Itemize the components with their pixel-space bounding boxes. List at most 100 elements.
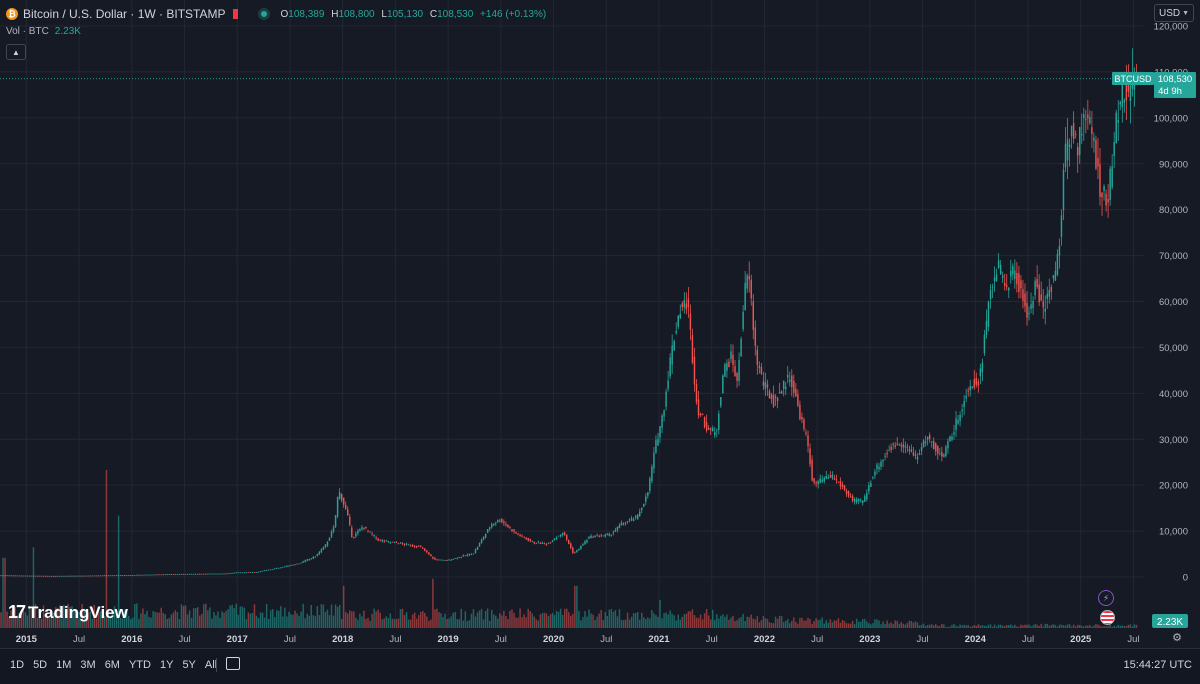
candle-body (344, 504, 347, 509)
range-all[interactable]: All (204, 659, 218, 671)
volume-bars (0, 470, 1138, 628)
volume-bar (971, 626, 973, 628)
volume-bar (774, 616, 777, 628)
volume-bar (294, 610, 296, 628)
volume-bar (365, 619, 367, 628)
volume-bar (726, 614, 728, 628)
volume-bar (624, 619, 627, 628)
volume-bar (353, 611, 355, 628)
candle-body (742, 311, 744, 330)
lightning-icon[interactable]: ⚡ (1098, 590, 1114, 606)
volume-bar (113, 606, 116, 628)
volume-bar (509, 610, 511, 628)
range-1y[interactable]: 1Y (159, 659, 174, 671)
volume-bar (495, 615, 497, 628)
volume-bar (417, 615, 420, 628)
volume-bar (91, 618, 93, 628)
volume-bar (107, 609, 110, 628)
volume-bar (367, 617, 369, 628)
candle-body (1117, 120, 1119, 123)
candle-body (801, 416, 803, 420)
candle-body (728, 361, 730, 368)
candle-body (36, 575, 39, 577)
volume-bar (458, 619, 460, 628)
candle-body (1003, 283, 1006, 286)
candle-body (568, 540, 570, 545)
volume-bar (675, 620, 677, 628)
currency-select[interactable]: USD ▼ (1154, 4, 1194, 22)
volume-bar (789, 623, 791, 628)
market-status-icon[interactable] (258, 8, 271, 20)
calendar-icon[interactable] (226, 657, 240, 670)
volume-bar (488, 620, 491, 628)
volume-bar (983, 625, 986, 628)
candle-body (989, 290, 992, 299)
volume-bar (16, 615, 18, 628)
range-5d[interactable]: 5D (33, 659, 48, 671)
volume-bar (213, 612, 215, 628)
candle-body (2, 575, 4, 577)
collapse-legend-button[interactable]: ▲ (6, 44, 26, 60)
volume-bar (249, 613, 252, 628)
candle-body (659, 426, 661, 438)
volume-bar (276, 610, 278, 628)
gear-icon[interactable]: ⚙ (1172, 632, 1182, 644)
range-5y[interactable]: 5Y (182, 659, 196, 671)
candle-body (57, 575, 59, 577)
volume-bar (793, 617, 795, 628)
price-chart[interactable]: 120,000110,000100,00090,00080,00070,0006… (0, 0, 1200, 648)
us-flag-icon[interactable] (1100, 610, 1115, 625)
volume-bar (176, 612, 179, 628)
chart-grid (0, 0, 1144, 628)
candle-body (369, 531, 371, 533)
range-ytd[interactable]: YTD (128, 659, 151, 671)
candle-body (85, 575, 87, 577)
range-1d[interactable]: 1D (10, 659, 25, 671)
candle-body (957, 419, 959, 424)
candle-body (26, 575, 29, 577)
price-axis[interactable]: 120,000110,000100,00090,00080,00070,0006… (1154, 22, 1188, 584)
candle-body (843, 485, 846, 490)
candle-body (324, 544, 327, 548)
candle-body (999, 264, 1002, 275)
range-3m[interactable]: 3M (80, 659, 96, 671)
volume-bar (223, 612, 225, 628)
candle-body (484, 533, 487, 538)
volume-bar (744, 620, 746, 628)
candle-body (332, 527, 335, 532)
range-1m[interactable]: 1M (56, 659, 72, 671)
volume-bar (1097, 624, 1099, 628)
volume-bar (853, 624, 856, 628)
candle-body (657, 438, 659, 446)
candle-body (318, 551, 321, 555)
tradingview-logo[interactable]: 17 TradingView (8, 602, 128, 623)
y-tick-label: 90,000 (1159, 159, 1188, 170)
candle-body (420, 546, 422, 547)
time-axis[interactable]: 2015 Jul 2016 Jul 2017 Jul 2018 Jul 2019 Jul 2020 J… (16, 634, 1140, 645)
candle-body (618, 525, 621, 529)
clock-utc[interactable]: 15:44:27 UTC (1123, 659, 1192, 671)
candle-body (985, 320, 988, 336)
candle-body (937, 446, 939, 454)
candle-body (519, 534, 521, 537)
volume-bar (1072, 624, 1075, 628)
candle-body (827, 477, 830, 479)
candle-body (259, 571, 262, 573)
volume-bar (79, 616, 81, 628)
volume-bar (1058, 624, 1061, 628)
candle-body (687, 298, 690, 308)
candle-body (229, 573, 231, 574)
volume-bar (375, 611, 377, 628)
volume-bar (288, 611, 290, 628)
candle-body (1091, 127, 1093, 134)
symbol-title[interactable]: Bitcoin / U.S. Dollar · 1W · BITSTAMP (23, 7, 226, 21)
range-6m[interactable]: 6M (104, 659, 120, 671)
candle-body (1113, 142, 1115, 156)
volume-bar (121, 618, 124, 628)
volume-bar (217, 611, 219, 628)
candle-body (113, 575, 116, 577)
candle-body (841, 484, 844, 488)
volume-bar (918, 625, 921, 628)
volume-bar (557, 611, 560, 628)
flag-icon[interactable] (233, 9, 239, 19)
